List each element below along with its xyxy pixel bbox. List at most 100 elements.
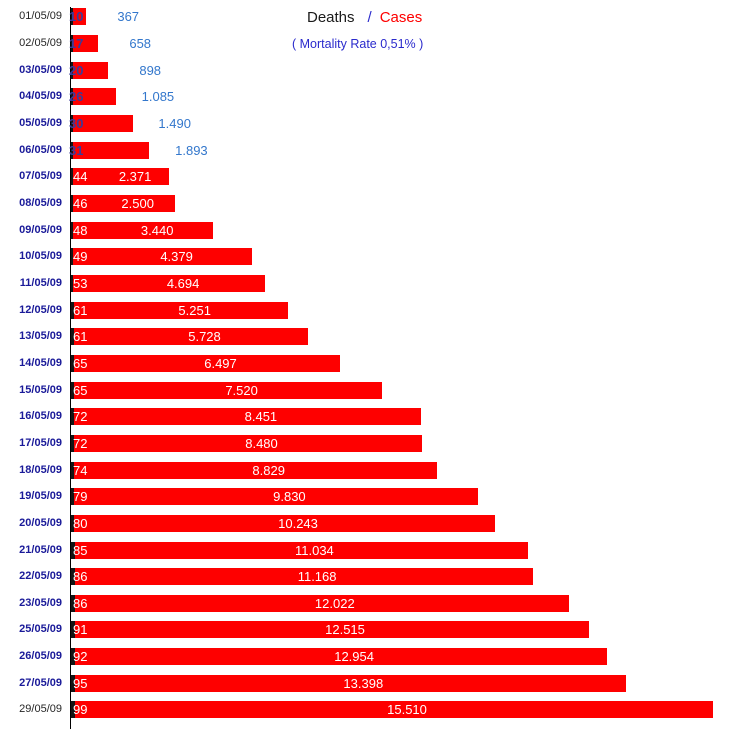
cases-value-label: 3.440: [140, 222, 174, 238]
deaths-segment: [71, 408, 74, 426]
deaths-value-label: 30: [69, 116, 84, 131]
chart-row: 05/05/09 30 1.490: [0, 115, 750, 132]
deaths-value-label: 10: [69, 9, 84, 25]
chart-row: 17/05/09 72 8.480: [0, 434, 750, 452]
cases-value-label: 10.243: [278, 515, 318, 531]
cases-value-label: 1.085: [141, 89, 175, 105]
deaths-segment: [71, 61, 73, 79]
cases-value-label: 7.520: [225, 382, 258, 398]
deaths-value-label: 72: [73, 409, 88, 425]
chart-row: 18/05/09 74 8.829: [0, 461, 750, 479]
date-label: 20/05/09: [19, 516, 62, 529]
deaths-value-label: 17: [69, 36, 84, 52]
deaths-value-label: 61: [73, 329, 88, 345]
date-label: 25/05/09: [19, 623, 62, 636]
legend-deaths-label: Deaths: [307, 9, 355, 26]
date-label: 23/05/09: [19, 596, 62, 609]
deaths-segment: [71, 35, 73, 53]
date-label: 13/05/09: [19, 330, 62, 343]
cases-bar: 86 11.168: [71, 568, 534, 586]
date-label: 14/05/09: [19, 356, 62, 369]
cases-bar: 79 9.830: [71, 488, 478, 506]
deaths-value-label: 85: [73, 542, 88, 558]
deaths-segment: [71, 8, 73, 26]
cases-bar: 61 5.251: [71, 301, 289, 319]
chart-row: 20/05/09 80 10.243: [0, 514, 750, 532]
date-label: 11/05/09: [19, 276, 62, 289]
deaths-segment: [71, 434, 74, 452]
deaths-segment: [71, 328, 74, 346]
cases-value-label: 658: [129, 36, 152, 52]
deaths-segment: [71, 221, 73, 239]
cases-bar: 26 1.085: [69, 88, 174, 106]
date-label: 22/05/09: [19, 570, 62, 583]
legend-separator: /: [367, 9, 372, 26]
chart-row: 06/05/09 31 1.893: [0, 141, 750, 159]
date-label: 12/05/09: [19, 303, 62, 316]
date-label: 07/05/09: [19, 170, 62, 183]
chart-row: 22/05/09 86 11.168: [0, 568, 750, 586]
deaths-segment: [71, 88, 73, 106]
chart-row: 29/05/09 99 15.510: [0, 701, 750, 719]
cases-value-label: 12.954: [334, 649, 374, 665]
cases-value-label: 1.490: [158, 116, 191, 131]
date-label: 16/05/09: [19, 410, 62, 423]
cases-bar: 53 4.694: [71, 274, 266, 292]
cases-bar: 80 10.243: [71, 514, 495, 532]
date-label: 05/05/09: [19, 117, 62, 129]
deaths-value-label: 61: [73, 302, 88, 318]
mortality-rate-note: ( Mortality Rate 0,51% ): [292, 37, 424, 51]
cases-value-label: 12.515: [325, 622, 365, 638]
date-label: 10/05/09: [19, 250, 62, 263]
date-label: 15/05/09: [19, 383, 62, 396]
deaths-value-label: 92: [73, 649, 88, 665]
chart-row: 04/05/09 26 1.085: [0, 88, 750, 106]
date-label: 02/05/09: [19, 37, 62, 50]
deaths-value-label: 79: [73, 489, 88, 505]
deaths-value-label: 72: [73, 435, 88, 451]
cases-value-label: 4.694: [166, 275, 200, 291]
deaths-segment: [71, 701, 76, 719]
chart-row: 08/05/09 46 2.500: [0, 195, 750, 212]
cases-value-label: 898: [139, 62, 162, 78]
deaths-value-label: 65: [73, 382, 88, 398]
date-label: 27/05/09: [19, 676, 62, 689]
cases-value-label: 367: [117, 9, 140, 25]
deaths-segment: [71, 568, 75, 586]
chart-row: 19/05/09 79 9.830: [0, 488, 750, 506]
deaths-value-label: 20: [69, 62, 84, 78]
chart-row: 27/05/09 95 13.398: [0, 674, 750, 692]
deaths-segment: [71, 594, 75, 612]
date-label: 21/05/09: [19, 543, 62, 556]
date-label: 06/05/09: [19, 143, 62, 156]
deaths-segment: [71, 115, 73, 132]
cases-bar: 91 12.515: [71, 621, 589, 639]
deaths-value-label: 44: [73, 169, 88, 185]
cases-value-label: 8.451: [244, 409, 278, 425]
deaths-value-label: 31: [69, 142, 84, 158]
deaths-value-label: 91: [73, 622, 88, 638]
cases-value-label: 11.034: [294, 542, 334, 558]
chart-row: 10/05/09 49 4.379: [0, 248, 750, 266]
deaths-segment: [71, 621, 75, 639]
chart-row: 02/05/09 17 658: [0, 35, 750, 53]
date-label: 19/05/09: [19, 490, 62, 503]
deaths-segment: [71, 674, 75, 692]
cases-value-label: 2.500: [121, 196, 154, 211]
cases-value-label: 8.829: [252, 462, 285, 478]
chart-row: 21/05/09 85 11.034: [0, 541, 750, 559]
deaths-segment: [71, 381, 74, 399]
chart-row: 26/05/09 92 12.954: [0, 648, 750, 666]
date-label: 26/05/09: [19, 650, 62, 663]
date-label: 09/05/09: [19, 223, 62, 236]
deaths-segment: [71, 168, 73, 186]
cases-value-label: 9.830: [273, 489, 306, 505]
cases-bar: 61 5.728: [71, 328, 309, 346]
deaths-value-label: 53: [73, 275, 88, 291]
cases-bar: 72 8.480: [71, 434, 422, 452]
date-label: 01/05/09: [19, 10, 62, 23]
cases-bar: 85 11.034: [71, 541, 528, 559]
deaths-value-label: 95: [73, 675, 88, 691]
cases-bar: 10 367: [69, 8, 139, 26]
